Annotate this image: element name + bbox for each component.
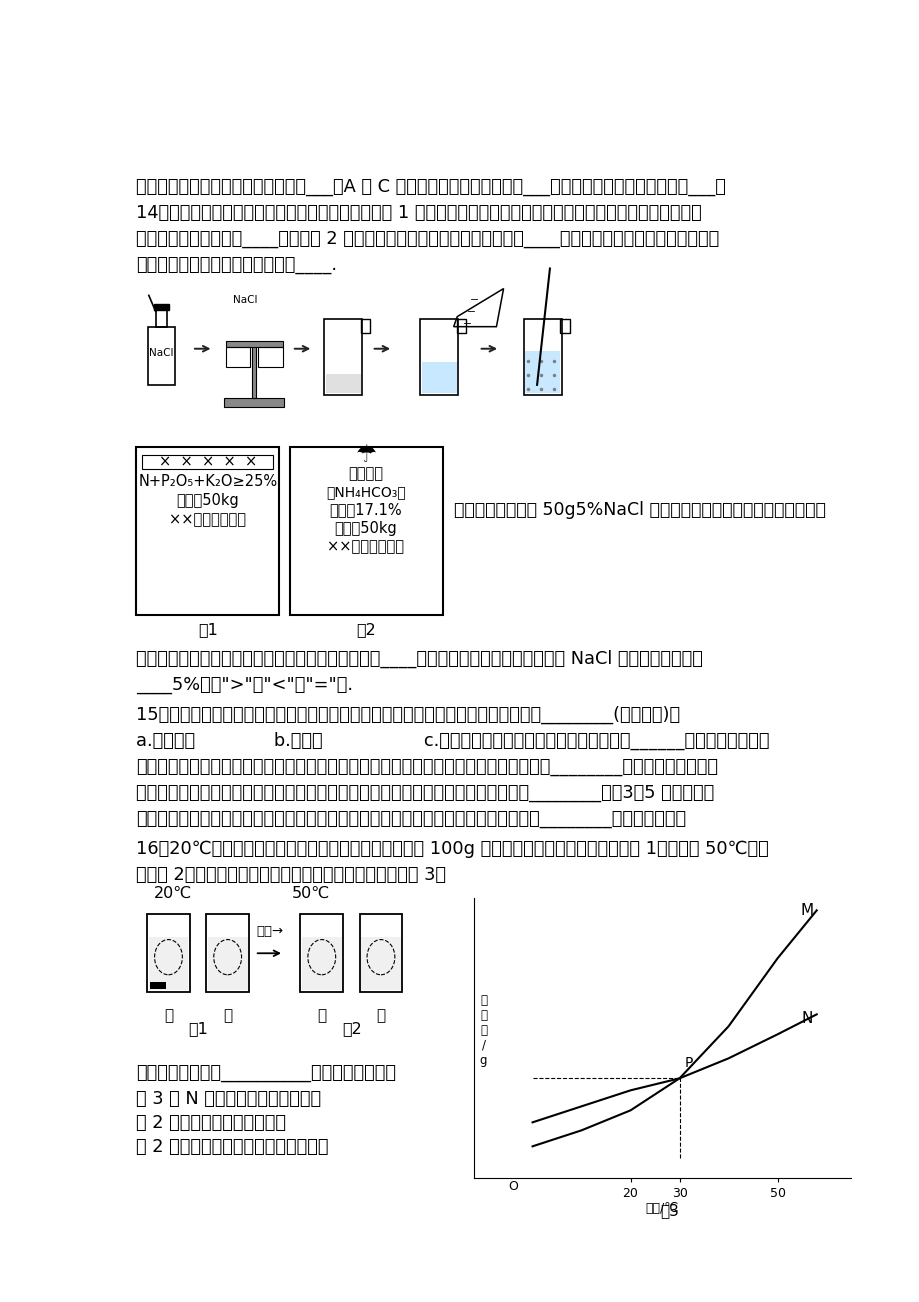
Bar [150, 982, 166, 990]
Text: ××化学工业公司: ××化学工业公司 [169, 512, 246, 527]
Bar [225, 341, 282, 346]
Text: a.纯棉帽子              b.羊毛衫                  c.涤纶运动裤水果和蔬菜中富含的营养素是______，该营养素可以起: a.纯棉帽子 b.羊毛衫 c.涤纶运动裤水果和蔬菜中富含的营养素是______，… [136, 732, 769, 750]
Text: 溶
解
度
/
g: 溶 解 度 / g [480, 993, 487, 1066]
Bar [420, 319, 458, 395]
Bar [300, 914, 343, 992]
Bar [206, 914, 249, 992]
Text: N+P₂O₅+K₂O≥25%: N+P₂O₅+K₂O≥25% [138, 474, 277, 488]
Text: 下列说法正确的是__________（填字母序号）。: 下列说法正确的是__________（填字母序号）。 [136, 1064, 396, 1082]
Text: 图3: 图3 [660, 1203, 678, 1217]
Text: 图2: 图2 [356, 622, 376, 637]
Bar [422, 362, 457, 393]
Text: 下图是某同学配制 50g5%NaCl 溶液的实验过程示意图，请找出该同学: 下图是某同学配制 50g5%NaCl 溶液的实验过程示意图，请找出该同学 [453, 501, 824, 519]
Text: 50℃: 50℃ [291, 887, 330, 901]
Text: 图形补充完整；补充此图形的依据是___。A 到 C 的过程中发生改变的粒子是___。氧原子的原子结构示意图为___。: 图形补充完整；补充此图形的依据是___。A 到 C 的过程中发生改变的粒子是__… [136, 178, 725, 197]
Bar [360, 319, 369, 333]
Text: 甲: 甲 [317, 1009, 326, 1023]
Text: 行不开私家燃油车，使用电动自行车，有利于减少环境污染。电动自行车行驶时电池将________能转化为电能。: 行不开私家燃油车，使用电动自行车，有利于减少环境污染。电动自行车行驶时电池将__… [136, 810, 686, 828]
Bar [325, 374, 360, 393]
Text: M: M [800, 902, 812, 918]
Text: 图1: 图1 [188, 1021, 208, 1036]
Text: 可在室内放一些活性炭来吸收装修材料释放出的甲醛等有毒气体，这是利用活性炭的________性。3～5 公里短途出: 可在室内放一些活性炭来吸收装修材料释放出的甲醛等有毒气体，这是利用活性炭的___… [136, 784, 714, 802]
Text: ☂: ☂ [355, 443, 376, 467]
Text: 在实验过程中存在的不正确操作，其正确的操作应为____；按照该同学的操作，所配得的 NaCl 溶液的质量分数将: 在实验过程中存在的不正确操作，其正确的操作应为____；按照该同学的操作，所配得… [136, 650, 702, 668]
Text: （NH₄HCO₃）: （NH₄HCO₃） [325, 486, 405, 499]
Text: 16．20℃时，将等质量的甲、乙固体，分别加入到盛有 100g 水的烧杯中，充分搅拌后现象如图 1，加热到 50℃时现: 16．20℃时，将等质量的甲、乙固体，分别加入到盛有 100g 水的烧杯中，充分… [136, 840, 768, 858]
Text: 乙: 乙 [376, 1009, 385, 1023]
Text: 含量：17.1%: 含量：17.1% [329, 503, 402, 518]
Bar [457, 319, 466, 333]
Text: NaCl: NaCl [149, 348, 174, 358]
Bar [360, 937, 401, 991]
Text: 象如图 2（不考虑水分蒸发），甲、乙固体溶解度曲线如图 3。: 象如图 2（不考虑水分蒸发），甲、乙固体溶解度曲线如图 3。 [136, 866, 446, 884]
Bar [147, 914, 189, 992]
Text: NaCl: NaCl [233, 294, 257, 305]
Text: 净重：50kg: 净重：50kg [176, 492, 239, 508]
X-axis label: 温度/℃: 温度/℃ [645, 1202, 678, 1215]
Text: O: O [507, 1180, 517, 1193]
Bar [525, 352, 560, 393]
Text: 到调节新陈代谢等作用。能用洗洁精除去餐具上的油污，是因为洗洁精在水中对油污具有________作用。房屋装修后，: 到调节新陈代谢等作用。能用洗洁精除去餐具上的油污，是因为洗洁精在水中对油污具有_… [136, 758, 718, 776]
Bar [560, 319, 569, 333]
Text: 升温→: 升温→ [255, 924, 283, 937]
Text: ____5%（填">"、"<"或"="）.: ____5%（填">"、"<"或"="）. [136, 676, 353, 694]
Bar [301, 937, 341, 991]
Text: 净重：50kg: 净重：50kg [335, 521, 397, 535]
Bar [258, 346, 282, 367]
Text: 图1: 图1 [198, 622, 218, 637]
Bar [523, 319, 562, 395]
Text: 图 2 中的甲溶液是不饱和溶液: 图 2 中的甲溶液是不饱和溶液 [136, 1113, 286, 1131]
Bar [147, 328, 175, 385]
Bar [148, 937, 188, 991]
Text: 甲: 甲 [164, 1009, 173, 1023]
Text: 碳酸氢铵: 碳酸氢铵 [348, 466, 383, 482]
Bar [225, 346, 249, 367]
Text: ×  ×  ×  ×  ×: × × × × × [158, 453, 256, 469]
Text: 15．化学与我们的生活息息相关。下列服装所使用的材料中，属于有机合成材料的是________(选填字母)。: 15．化学与我们的生活息息相关。下列服装所使用的材料中，属于有机合成材料的是__… [136, 706, 680, 724]
Bar [208, 937, 247, 991]
Bar [323, 319, 362, 395]
Bar [153, 305, 168, 310]
Text: 图 2 中甲、乙溶液的溶质质量分数相等: 图 2 中甲、乙溶液的溶质质量分数相等 [136, 1138, 328, 1156]
Text: P: P [684, 1056, 692, 1070]
Text: 图2: 图2 [342, 1021, 361, 1036]
Bar [224, 398, 284, 406]
Bar [252, 346, 255, 398]
Bar [359, 914, 402, 992]
Text: 20℃: 20℃ [154, 887, 192, 901]
Text: ××化学工业公司: ××化学工业公司 [327, 539, 404, 553]
Bar [155, 310, 167, 328]
Text: N: N [800, 1010, 811, 1026]
Text: 称，方框中的名称应为____；根据图 2 信息，计算碳酸氢铵的质量百分含量为____（不考虑杂质中含氮元素）；保存: 称，方框中的名称应为____；根据图 2 信息，计算碳酸氢铵的质量百分含量为__… [136, 230, 719, 249]
Text: 乙: 乙 [222, 1009, 232, 1023]
Text: 14．如图是两种常用化肥包装袋上部分说明：根据图 1 中所提供的部分信息，请你给右图对应的化肥起一个合适的名: 14．如图是两种常用化肥包装袋上部分说明：根据图 1 中所提供的部分信息，请你给… [136, 204, 701, 223]
Text: 图 3 中 N 表示的是甲的溶解度曲线: 图 3 中 N 表示的是甲的溶解度曲线 [136, 1090, 321, 1108]
Text: 碳酸氢铵应注意的一点注意事项是____.: 碳酸氢铵应注意的一点注意事项是____. [136, 256, 337, 275]
